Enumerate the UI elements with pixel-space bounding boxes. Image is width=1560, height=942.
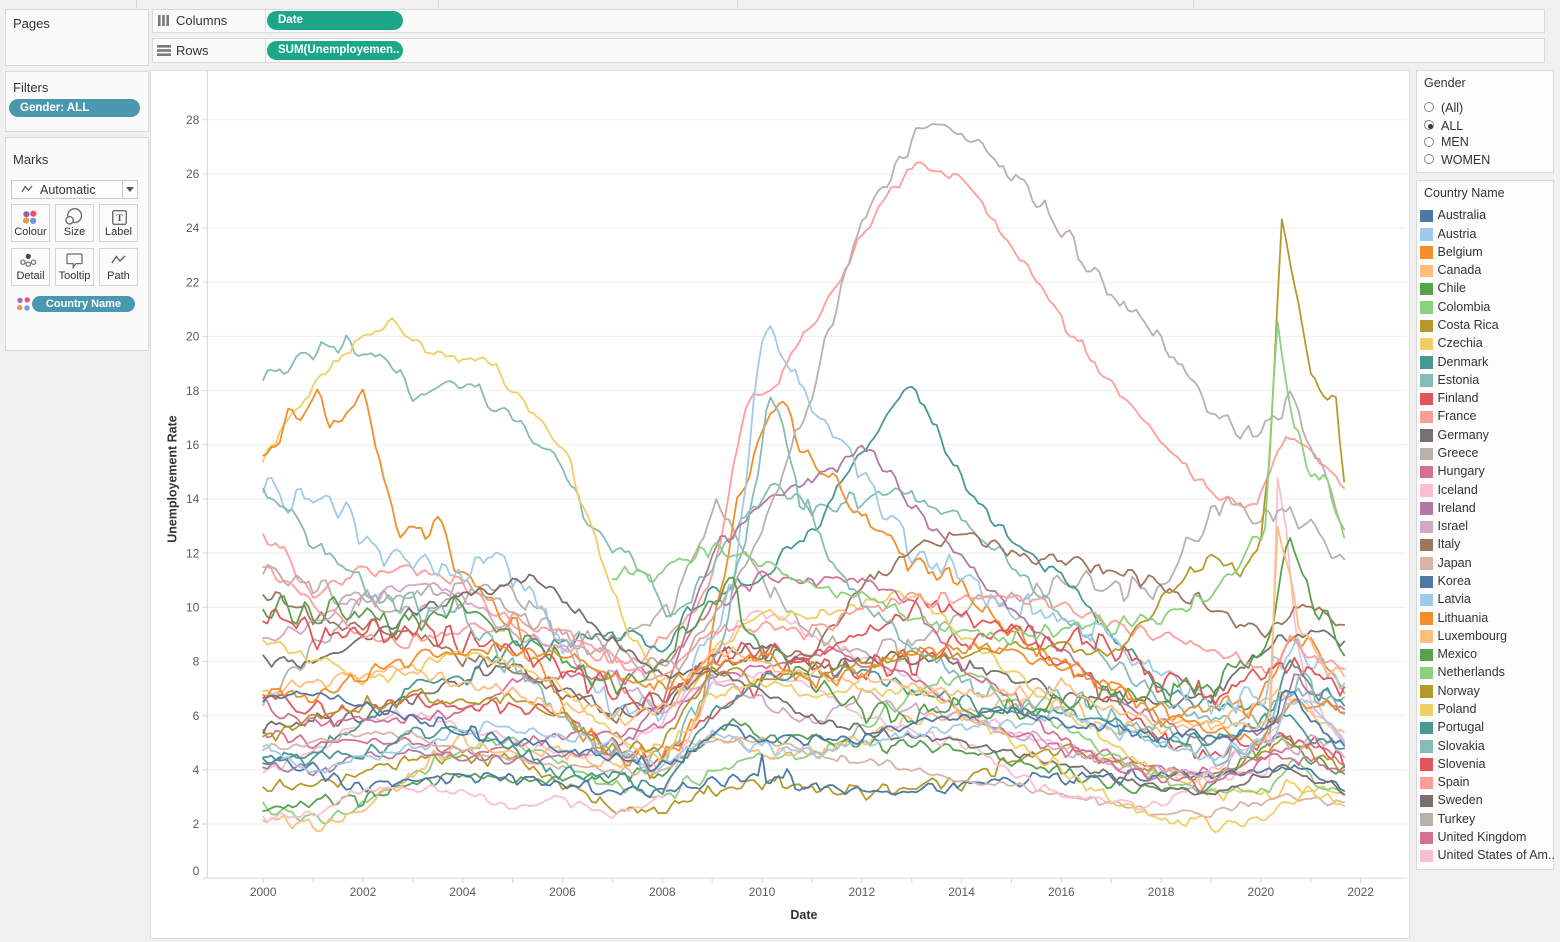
svg-text:2006: 2006 [549,885,576,899]
svg-text:18: 18 [186,384,200,398]
svg-text:22: 22 [186,275,200,289]
svg-text:2012: 2012 [848,885,875,899]
svg-text:Date: Date [790,908,817,922]
svg-text:26: 26 [186,167,200,181]
svg-text:2014: 2014 [948,885,975,899]
svg-text:2020: 2020 [1248,885,1275,899]
svg-text:4: 4 [193,763,200,777]
svg-text:2022: 2022 [1347,885,1374,899]
svg-text:Unemployement Rate: Unemployement Rate [165,415,179,543]
svg-text:2016: 2016 [1048,885,1075,899]
svg-text:10: 10 [186,600,200,614]
svg-text:6: 6 [193,709,200,723]
svg-text:8: 8 [193,655,200,669]
svg-text:14: 14 [186,492,200,506]
svg-text:2018: 2018 [1148,885,1175,899]
svg-text:2000: 2000 [250,885,277,899]
svg-text:2010: 2010 [749,885,776,899]
svg-text:16: 16 [186,438,200,452]
svg-text:20: 20 [186,330,200,344]
svg-text:2004: 2004 [449,885,476,899]
svg-text:T: T [116,214,123,224]
svg-text:24: 24 [186,221,200,235]
svg-text:2008: 2008 [649,885,676,899]
svg-text:0: 0 [193,864,200,878]
svg-text:12: 12 [186,546,200,560]
svg-text:2002: 2002 [350,885,377,899]
svg-text:2: 2 [193,817,200,831]
svg-text:28: 28 [186,113,200,127]
